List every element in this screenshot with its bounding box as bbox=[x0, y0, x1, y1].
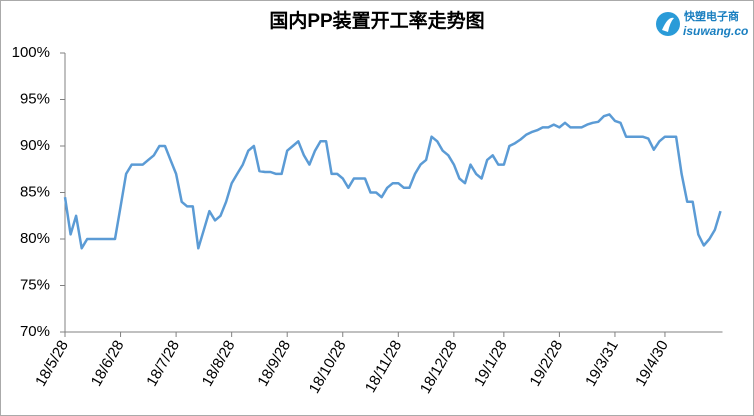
y-tick-label: 100% bbox=[12, 44, 50, 61]
y-tick-label: 70% bbox=[20, 323, 50, 340]
logo-text: 快塑电子商 bbox=[683, 9, 739, 23]
y-tick-label: 90% bbox=[20, 137, 50, 154]
logo-leaf bbox=[662, 17, 674, 32]
logo: 快塑电子商 isuwang.co bbox=[656, 9, 748, 38]
y-tick-label: 95% bbox=[20, 90, 50, 107]
series-line bbox=[63, 113, 722, 250]
chart-title: 国内PP装置开工率走势图 bbox=[269, 9, 484, 32]
y-tick-label: 80% bbox=[20, 230, 50, 247]
logo-domain: isuwang.co bbox=[683, 24, 748, 38]
y-tick-label: 85% bbox=[20, 183, 50, 200]
y-tick-label: 75% bbox=[20, 276, 50, 293]
